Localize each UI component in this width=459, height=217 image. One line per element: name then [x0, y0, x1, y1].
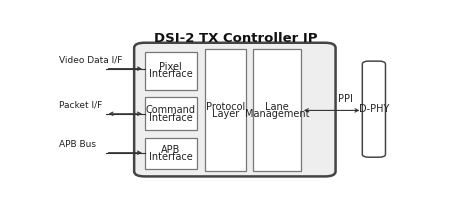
FancyBboxPatch shape	[362, 61, 385, 157]
Bar	[205, 49, 246, 171]
Bar	[145, 97, 196, 130]
Text: Video Data I/F: Video Data I/F	[59, 56, 123, 64]
Text: APB Bus: APB Bus	[59, 140, 96, 148]
Text: Lane: Lane	[264, 102, 288, 112]
Text: Interface: Interface	[149, 69, 192, 79]
Text: Management: Management	[244, 109, 308, 119]
Text: D-PHY: D-PHY	[358, 104, 388, 114]
Text: APB: APB	[161, 145, 180, 155]
Bar	[145, 52, 196, 90]
Text: Protocol: Protocol	[206, 102, 245, 112]
Text: Layer: Layer	[212, 109, 239, 119]
Text: Pixel: Pixel	[159, 62, 182, 72]
Text: DSI-2 TX Controller IP: DSI-2 TX Controller IP	[154, 32, 317, 45]
Text: Interface: Interface	[149, 152, 192, 162]
Text: Interface: Interface	[149, 113, 192, 123]
Text: PPI: PPI	[337, 94, 352, 104]
Text: Command: Command	[146, 105, 195, 115]
Bar	[145, 138, 196, 169]
Text: Packet I/F: Packet I/F	[59, 101, 102, 110]
FancyBboxPatch shape	[134, 43, 335, 176]
Bar	[252, 49, 300, 171]
